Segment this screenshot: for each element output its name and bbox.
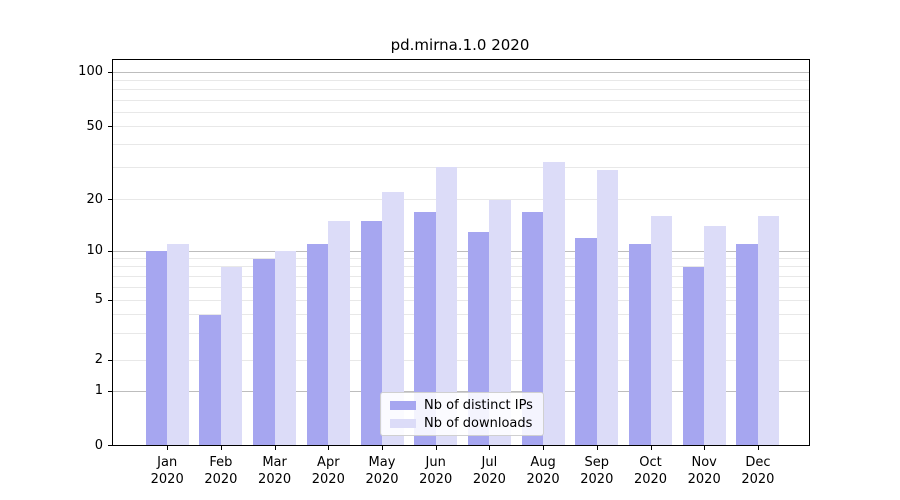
bar-downloads xyxy=(704,226,726,446)
x-tick-mark xyxy=(704,445,706,450)
bar-downloads xyxy=(596,170,619,446)
bar-downloads xyxy=(757,216,780,446)
gridline xyxy=(113,79,809,81)
gridline xyxy=(113,199,809,201)
bar-distinct-ips xyxy=(306,244,329,446)
gridline xyxy=(113,143,809,145)
y-tick-mark xyxy=(108,299,113,301)
bar-downloads xyxy=(167,244,189,446)
y-tick-label: 100 xyxy=(78,64,103,79)
x-tick-mark xyxy=(435,445,437,450)
gridline xyxy=(113,258,809,260)
gridline xyxy=(113,332,809,334)
x-tick-mark xyxy=(757,445,759,450)
x-tick-label: May 2020 xyxy=(365,455,399,487)
bar-distinct-ips xyxy=(736,244,758,446)
legend-swatch-downloads xyxy=(390,418,416,428)
bar-downloads xyxy=(220,266,243,446)
chart-title: pd.mirna.1.0 2020 xyxy=(390,36,530,54)
gridline xyxy=(113,275,809,277)
x-tick-mark xyxy=(489,445,491,450)
bar-distinct-ips xyxy=(199,314,221,446)
gridline xyxy=(113,166,809,168)
y-tick-label: 50 xyxy=(86,118,103,134)
y-tick-label: 5 xyxy=(94,292,103,307)
x-tick-label: Mar 2020 xyxy=(258,455,292,487)
x-tick-label: Jul 2020 xyxy=(472,455,506,487)
bar-downloads xyxy=(328,221,350,446)
y-tick-mark xyxy=(108,445,113,446)
x-tick-mark xyxy=(274,445,276,450)
x-tick-label: Dec 2020 xyxy=(741,455,775,487)
x-tick-mark xyxy=(596,445,598,450)
x-tick-mark xyxy=(328,445,330,450)
bar-distinct-ips xyxy=(682,266,705,446)
bar-downloads xyxy=(543,162,565,446)
gridline xyxy=(113,126,809,128)
gridline xyxy=(113,266,809,268)
gridline xyxy=(113,250,809,252)
y-tick-label: 1 xyxy=(94,383,103,398)
gridline xyxy=(113,286,809,288)
gridline xyxy=(113,71,809,73)
bar-distinct-ips xyxy=(629,244,651,446)
bar-downloads xyxy=(435,167,458,446)
bar-distinct-ips xyxy=(521,211,544,446)
legend-entry-downloads: Nb of downloads xyxy=(381,416,543,431)
legend-label-distinct-ips: Nb of distinct IPs xyxy=(424,397,533,413)
gridline xyxy=(113,314,809,316)
bar-distinct-ips xyxy=(414,211,436,446)
x-tick-label: Apr 2020 xyxy=(311,455,345,487)
x-tick-mark xyxy=(543,445,545,450)
legend: Nb of distinct IPs Nb of downloads xyxy=(380,392,544,436)
x-tick-mark xyxy=(220,445,222,450)
y-tick-label: 2 xyxy=(94,352,103,367)
bar-downloads xyxy=(650,216,672,446)
y-tick-mark xyxy=(108,199,113,201)
gridline xyxy=(113,99,809,101)
bar-distinct-ips xyxy=(253,258,275,446)
gridline xyxy=(113,359,809,361)
y-tick-label: 10 xyxy=(86,243,103,259)
x-tick-label: Feb 2020 xyxy=(204,455,238,487)
gridline xyxy=(113,390,809,392)
x-tick-label: Oct 2020 xyxy=(633,455,668,487)
legend-label-downloads: Nb of downloads xyxy=(424,415,533,431)
bar-downloads xyxy=(489,199,511,446)
gridline xyxy=(113,111,809,113)
x-tick-label: Sep 2020 xyxy=(580,455,614,487)
y-tick-mark xyxy=(108,250,113,252)
y-tick-mark xyxy=(108,71,113,73)
plot-area: Jan 2020 Feb 2020 Mar 2020 Apr 2020 May 2020… xyxy=(78,59,810,487)
y-tick-mark xyxy=(108,390,113,392)
x-tick-label: Jun 2020 xyxy=(419,455,453,487)
x-tick-label: Aug 2020 xyxy=(526,455,560,487)
x-tick-mark xyxy=(167,445,169,450)
bar-downloads xyxy=(274,251,297,446)
gridline xyxy=(113,299,809,301)
y-tick-label: 0 xyxy=(94,437,103,453)
y-tick-label: 20 xyxy=(86,191,103,207)
x-tick-label: Nov 2020 xyxy=(687,455,721,487)
bar-distinct-ips xyxy=(145,251,168,446)
legend-swatch-distinct-ips xyxy=(390,400,416,410)
x-tick-mark xyxy=(382,445,383,450)
bar-downloads xyxy=(382,192,404,446)
bar-distinct-ips xyxy=(360,221,382,446)
bar-distinct-ips xyxy=(575,237,597,446)
x-tick-label: Jan 2020 xyxy=(150,455,184,487)
y-tick-mark xyxy=(108,126,113,128)
x-tick-mark xyxy=(650,445,652,450)
y-tick-mark xyxy=(108,359,113,361)
gridline xyxy=(113,89,809,91)
legend-entry-distinct-ips: Nb of distinct IPs xyxy=(381,398,543,413)
